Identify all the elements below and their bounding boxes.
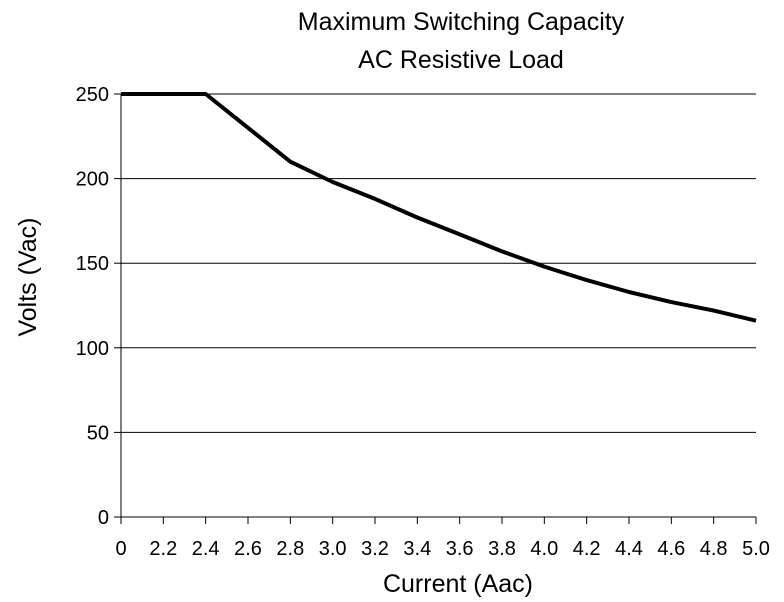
chart-title-line: AC Resistive Load	[358, 46, 564, 74]
y-tick-label: 250	[76, 84, 109, 106]
x-tick-label: 3.6	[446, 538, 474, 560]
x-tick-label: 4.6	[657, 538, 685, 560]
x-tick-label: 0	[115, 538, 126, 560]
axes	[120, 94, 756, 518]
x-tick-label: 2.2	[149, 538, 177, 560]
x-tick-label: 2.6	[234, 538, 262, 560]
y-tick-label: 50	[87, 422, 109, 444]
y-tick-label: 150	[76, 253, 109, 275]
y-tick-label: 100	[76, 338, 109, 360]
chart-title-line: Maximum Switching Capacity	[298, 8, 625, 36]
x-tick-label: 3.8	[488, 538, 516, 560]
gridlines	[121, 93, 756, 433]
series-line	[121, 92, 757, 323]
y-axis-label: Volts (Vac)	[14, 217, 42, 336]
x-tick-label: 4.2	[573, 538, 601, 560]
x-axis-label: Current (Aac)	[383, 570, 533, 598]
x-tick-label: 3.0	[319, 538, 347, 560]
x-tick-label: 5.0	[742, 538, 770, 560]
x-tick-label: 3.4	[403, 538, 431, 560]
y-tick-label: 0	[98, 507, 109, 529]
x-tick-labels: 0 2.2 2.4 2.6 2.8 3.0 3.2 3.4 3.6 3.8 4.0 4.2 4.4 4.6…	[115, 517, 770, 560]
x-tick-label: 2.8	[276, 538, 304, 560]
x-tick-label: 4.8	[700, 538, 728, 560]
x-tick-label: 4.0	[530, 538, 558, 560]
x-tick-label: 3.2	[361, 538, 389, 560]
y-tick-label: 200	[76, 169, 109, 191]
series	[121, 92, 757, 323]
chart-title: Maximum Switching Capacity AC Resistive L…	[298, 8, 625, 74]
x-tick-label: 2.4	[192, 538, 220, 560]
x-tick-label: 4.4	[615, 538, 643, 560]
y-tick-labels: 0 50 100 150 200 250	[76, 84, 121, 529]
